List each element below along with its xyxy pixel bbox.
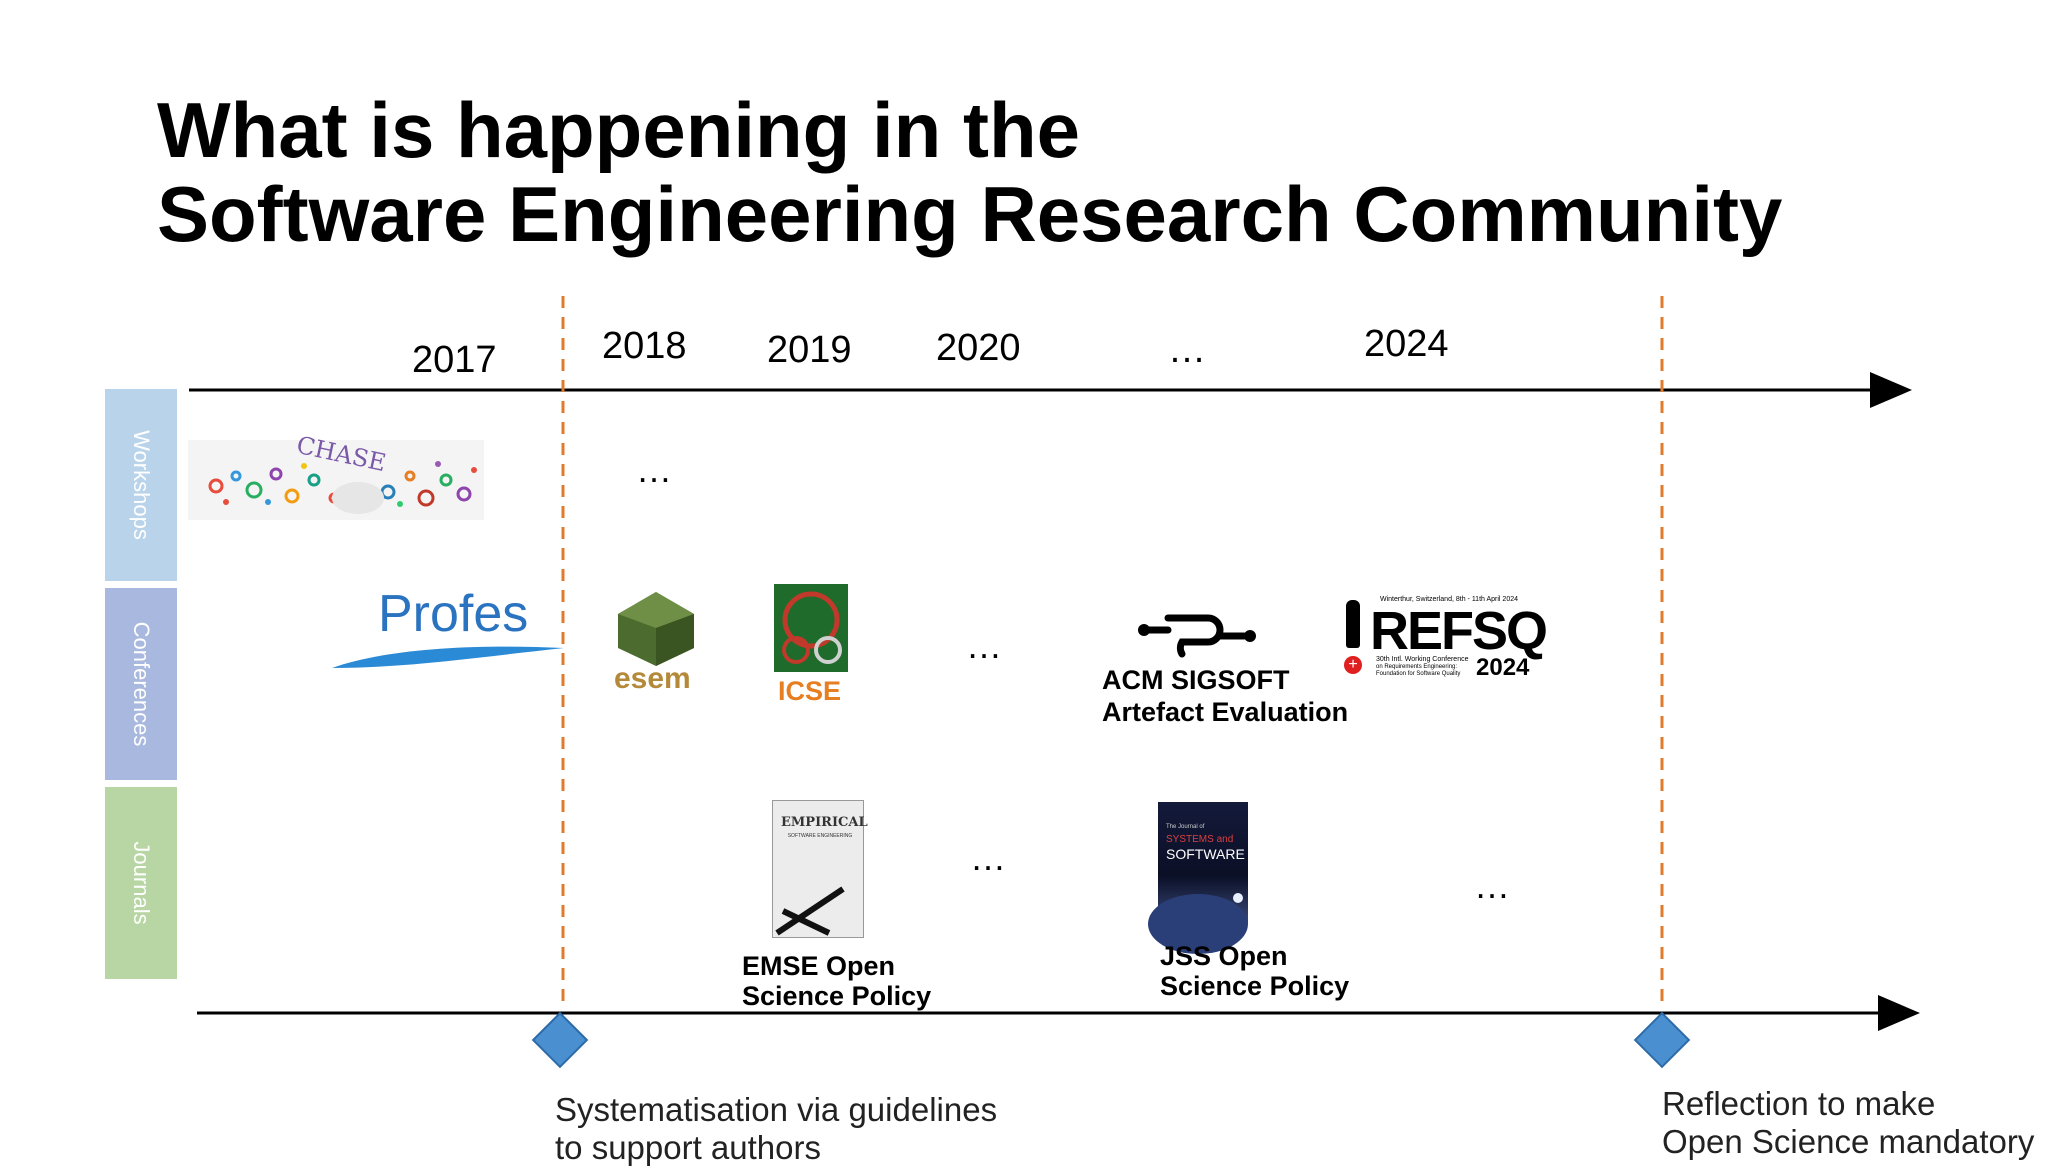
milestone-left-line-1: Systematisation via guidelines [555,1091,998,1128]
refsq-logo: + Winterthur, Switzerland, 8th - 11th Ap… [1340,596,1548,684]
emse-journal-cover: EMPIRICAL SOFTWARE ENGINEERING [772,800,868,938]
esem-logo: esem [610,588,702,698]
emse-cover-title: EMPIRICAL [781,815,868,830]
year-2020: 2020 [936,327,1021,369]
refsq-brand: REFSQ [1370,601,1548,661]
journals-ellipsis-2: … [1474,865,1510,906]
band-journals: Journals [105,787,177,979]
right-milestone-diamond [1633,1011,1691,1069]
jss-journal-cover: The Journal of SYSTEMS and SOFTWARE [1148,802,1248,954]
milestone-right-line-1: Reflection to make [1662,1085,1936,1122]
milestone-right-line-2: Open Science mandatory [1662,1123,2035,1160]
title-line-1: What is happening in the [157,86,1080,174]
profes-swoosh [332,646,564,668]
milestone-left-line-2: to support authors [555,1129,821,1166]
left-milestone-diamond [531,1011,589,1069]
jss-cover-line-3: SOFTWARE [1166,846,1245,862]
workshops-ellipsis: … [636,449,672,490]
icse-logo-text: ICSE [778,676,842,706]
acm-label-line-2: Artefact Evaluation [1102,697,1349,727]
refsq-subtitle-1: 30th Intl. Working Conference [1376,656,1469,663]
year-2024: 2024 [1364,323,1449,365]
refsq-subtitle-2: on Requirements Engineering: [1376,664,1458,670]
title-line-2: Software Engineering Research Community [157,170,1783,258]
profes-logo-text: Profes [378,585,529,643]
band-label-workshops: Workshops [129,430,154,540]
year-2018: 2018 [602,325,687,367]
refsq-swiss-icon: + [1344,656,1362,674]
acm-label-line-1: ACM SIGSOFT [1102,665,1290,695]
band-conferences: Conferences [105,588,177,780]
band-label-conferences: Conferences [129,621,154,747]
icse-logo: ICSE [772,584,852,708]
year-2017: 2017 [412,339,497,381]
esem-logo-text: esem [614,662,691,695]
acm-artefact-icon [1138,614,1256,658]
refsq-year: 2024 [1476,654,1530,681]
esem-polyhedron [618,592,694,666]
profes-logo: Profes [328,586,566,676]
jss-cover-line-1: The Journal of [1166,824,1205,830]
chase-logo-graphic [208,461,477,514]
icse-emblem [774,584,848,672]
year-ellipsis: … [1168,329,1206,371]
emse-cover-subtitle: SOFTWARE ENGINEERING [787,833,853,839]
conferences-ellipsis-1: … [966,625,1002,666]
band-workshops: Workshops [105,389,177,581]
refsq-subtitle-3: Foundation for Software Quality [1376,671,1461,677]
slide-title: What is happening in the Software Engine… [157,88,1782,256]
jss-label-line-2: Science Policy [1160,971,1350,1001]
jss-label-line-1: JSS Open [1160,941,1288,971]
band-label-journals: Journals [129,841,154,925]
year-2019: 2019 [767,329,852,371]
refsq-tagline: Winterthur, Switzerland, 8th - 11th Apri… [1380,596,1518,603]
emse-label-line-1: EMSE Open [742,951,896,981]
journals-ellipsis-1: … [970,837,1006,878]
emse-label-line-2: Science Policy [742,981,932,1011]
refsq-exclamation-bar [1346,600,1360,648]
chase-logo: CHASE [188,431,484,520]
jss-cover-line-2: SYSTEMS and [1166,834,1234,845]
